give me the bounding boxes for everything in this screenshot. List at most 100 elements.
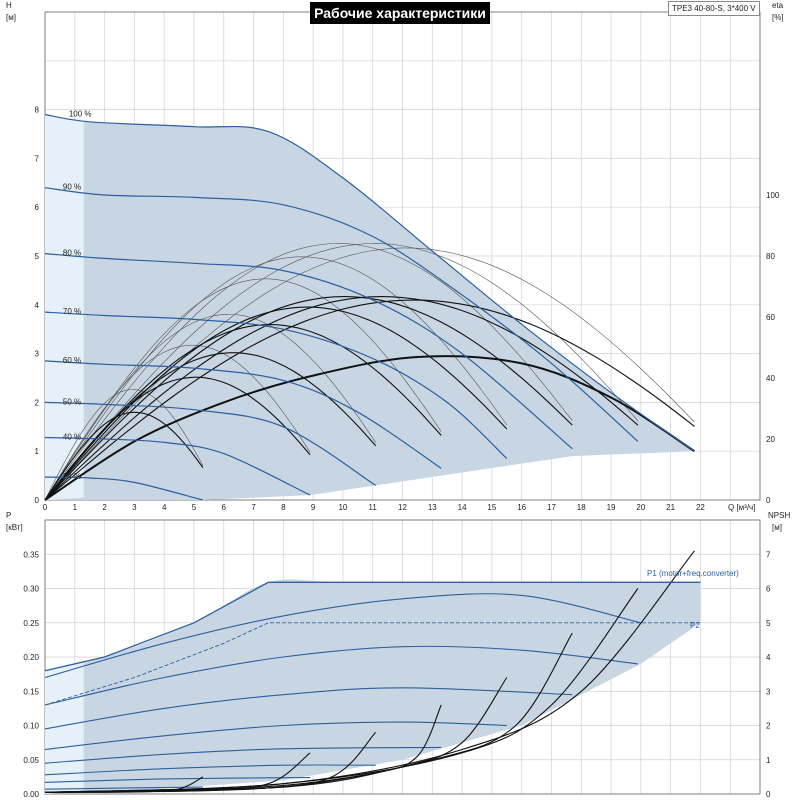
npsh-tick-label: 0 (766, 790, 771, 799)
npsh-tick-label: 7 (766, 550, 771, 559)
x-tick-label: 7 (251, 503, 256, 512)
x-tick-label: 11 (369, 503, 378, 512)
power-speed-curve (44, 777, 311, 783)
npsh-axis-label: NPSH (768, 511, 790, 520)
max-efficiency-curve (44, 355, 696, 501)
operating-area-fill (45, 114, 695, 500)
speed-curve (44, 476, 204, 501)
pump-model-label: TPE3 40-80-S, 3*400 V (668, 1, 760, 16)
efficiency-curve-thin (44, 247, 695, 501)
speed-curve-label: 50 % (63, 397, 81, 406)
y-left-tick-label: 0 (35, 496, 40, 505)
p-tick-label: 0.30 (23, 585, 39, 594)
y-right-tick-label: 40 (766, 374, 775, 383)
y-left-tick-label: 6 (35, 203, 40, 212)
x-tick-label: 13 (428, 503, 437, 512)
efficiency-curve (44, 376, 311, 501)
x-tick-label: 2 (102, 503, 107, 512)
speed-curve-label: 70 % (63, 307, 81, 316)
power-area-fill (45, 579, 701, 794)
upper-axes: 0 1 2 3 4 5 6 7 8 9 10 11 12 13 14 15 16 17 18 19 20 21 220123… (6, 1, 784, 512)
lower-axes: 0.00 0.05 0.10 0.15 0.20 0.25 0.30 0.35 0 1 2 3 4 5 6 7… (6, 511, 790, 799)
efficiency-curve-thin (44, 344, 311, 501)
efficiency-curve-thin (44, 256, 508, 501)
x-axis-label: Q [м³/ч] (728, 503, 755, 512)
p-axis-label: P (6, 511, 11, 520)
x-tick-label: 12 (398, 503, 407, 512)
power-speed-curve (44, 746, 442, 764)
power-speed-curve (44, 645, 638, 706)
p-axis-unit: [кВт] (6, 523, 23, 532)
p-tick-label: 0.15 (23, 687, 39, 696)
y-left-axis-label: H (6, 1, 12, 10)
p2-curve (44, 622, 701, 706)
upper-curves: 100 % 90 % 80 % 70 % 60 % 50 % 40 % 24 % (44, 109, 696, 501)
y-right-tick-label: 20 (766, 435, 775, 444)
npsh-axis-unit: [м] (772, 523, 782, 532)
speed-curve-label: 80 % (63, 249, 81, 258)
y-left-tick-label: 2 (35, 398, 40, 407)
y-left-axis-unit: [м] (6, 13, 16, 22)
p-tick-label: 0.05 (23, 756, 39, 765)
speed-curve (44, 311, 508, 459)
speed-curve (44, 436, 311, 496)
x-tick-label: 3 (132, 503, 137, 512)
p2-curve-label: P2 (690, 621, 700, 630)
x-tick-label: 8 (281, 503, 286, 512)
efficiency-curve-thin (44, 278, 442, 501)
y-right-tick-label: 100 (766, 191, 780, 200)
y-right-tick-label: 60 (766, 313, 775, 322)
npsh-tick-label: 5 (766, 619, 771, 628)
speed-curve-label: 24 % (63, 472, 81, 481)
efficiency-curve (44, 296, 573, 501)
efficiency-curve (44, 299, 695, 501)
x-tick-label: 10 (338, 503, 347, 512)
x-tick-label: 1 (73, 503, 78, 512)
npsh-tick-label: 1 (766, 756, 771, 765)
x-tick-label: 18 (577, 503, 586, 512)
y-left-tick-label: 1 (35, 447, 40, 456)
speed-curve (44, 360, 442, 469)
p1-curve (44, 581, 701, 672)
y-left-tick-label: 5 (35, 252, 40, 261)
speed-curve (44, 401, 377, 486)
speed-curve-label: 90 % (63, 183, 81, 192)
lower-frame (44, 519, 761, 795)
x-tick-label: 9 (311, 503, 316, 512)
x-tick-label: 22 (696, 503, 705, 512)
power-speed-curve (44, 786, 203, 790)
p1-curve-label: P1 (motor+freq.converter) (647, 569, 739, 578)
speed-curve (44, 187, 639, 442)
p-tick-label: 0.20 (23, 653, 39, 662)
p-tick-label: 0.00 (23, 790, 39, 799)
p-tick-label: 0.35 (23, 550, 39, 559)
p-tick-label: 0.10 (23, 722, 39, 731)
y-left-tick-label: 3 (35, 350, 40, 359)
lower-curves: P1 (motor+freq.converter) P2 (44, 550, 739, 793)
npsh-tick-label: 6 (766, 585, 771, 594)
speed-curve (44, 113, 695, 452)
y-right-tick-label: 0 (766, 496, 771, 505)
x-tick-label: 21 (666, 503, 675, 512)
efficiency-curve (44, 411, 204, 501)
y-right-axis-unit: [%] (772, 13, 784, 22)
chart-title: Рабочие характеристики (310, 2, 490, 24)
x-tick-label: 5 (192, 503, 197, 512)
y-right-axis-label: eta (772, 1, 784, 10)
efficiency-curve-thin (44, 243, 639, 501)
npsh-tick-label: 3 (766, 687, 771, 696)
efficiency-curve (44, 324, 442, 501)
power-speed-curve (44, 721, 507, 751)
speed-curve-label: 60 % (63, 356, 81, 365)
y-left-tick-label: 4 (35, 301, 40, 310)
npsh-curve (44, 776, 204, 793)
speed-curve (44, 253, 573, 450)
x-tick-label: 19 (607, 503, 616, 512)
power-speed-curve (44, 764, 376, 776)
efficiency-curve (44, 296, 639, 501)
lower-operating-area (45, 579, 701, 794)
y-right-tick-label: 80 (766, 252, 775, 261)
npsh-tick-label: 4 (766, 653, 771, 662)
x-tick-label: 15 (487, 503, 496, 512)
